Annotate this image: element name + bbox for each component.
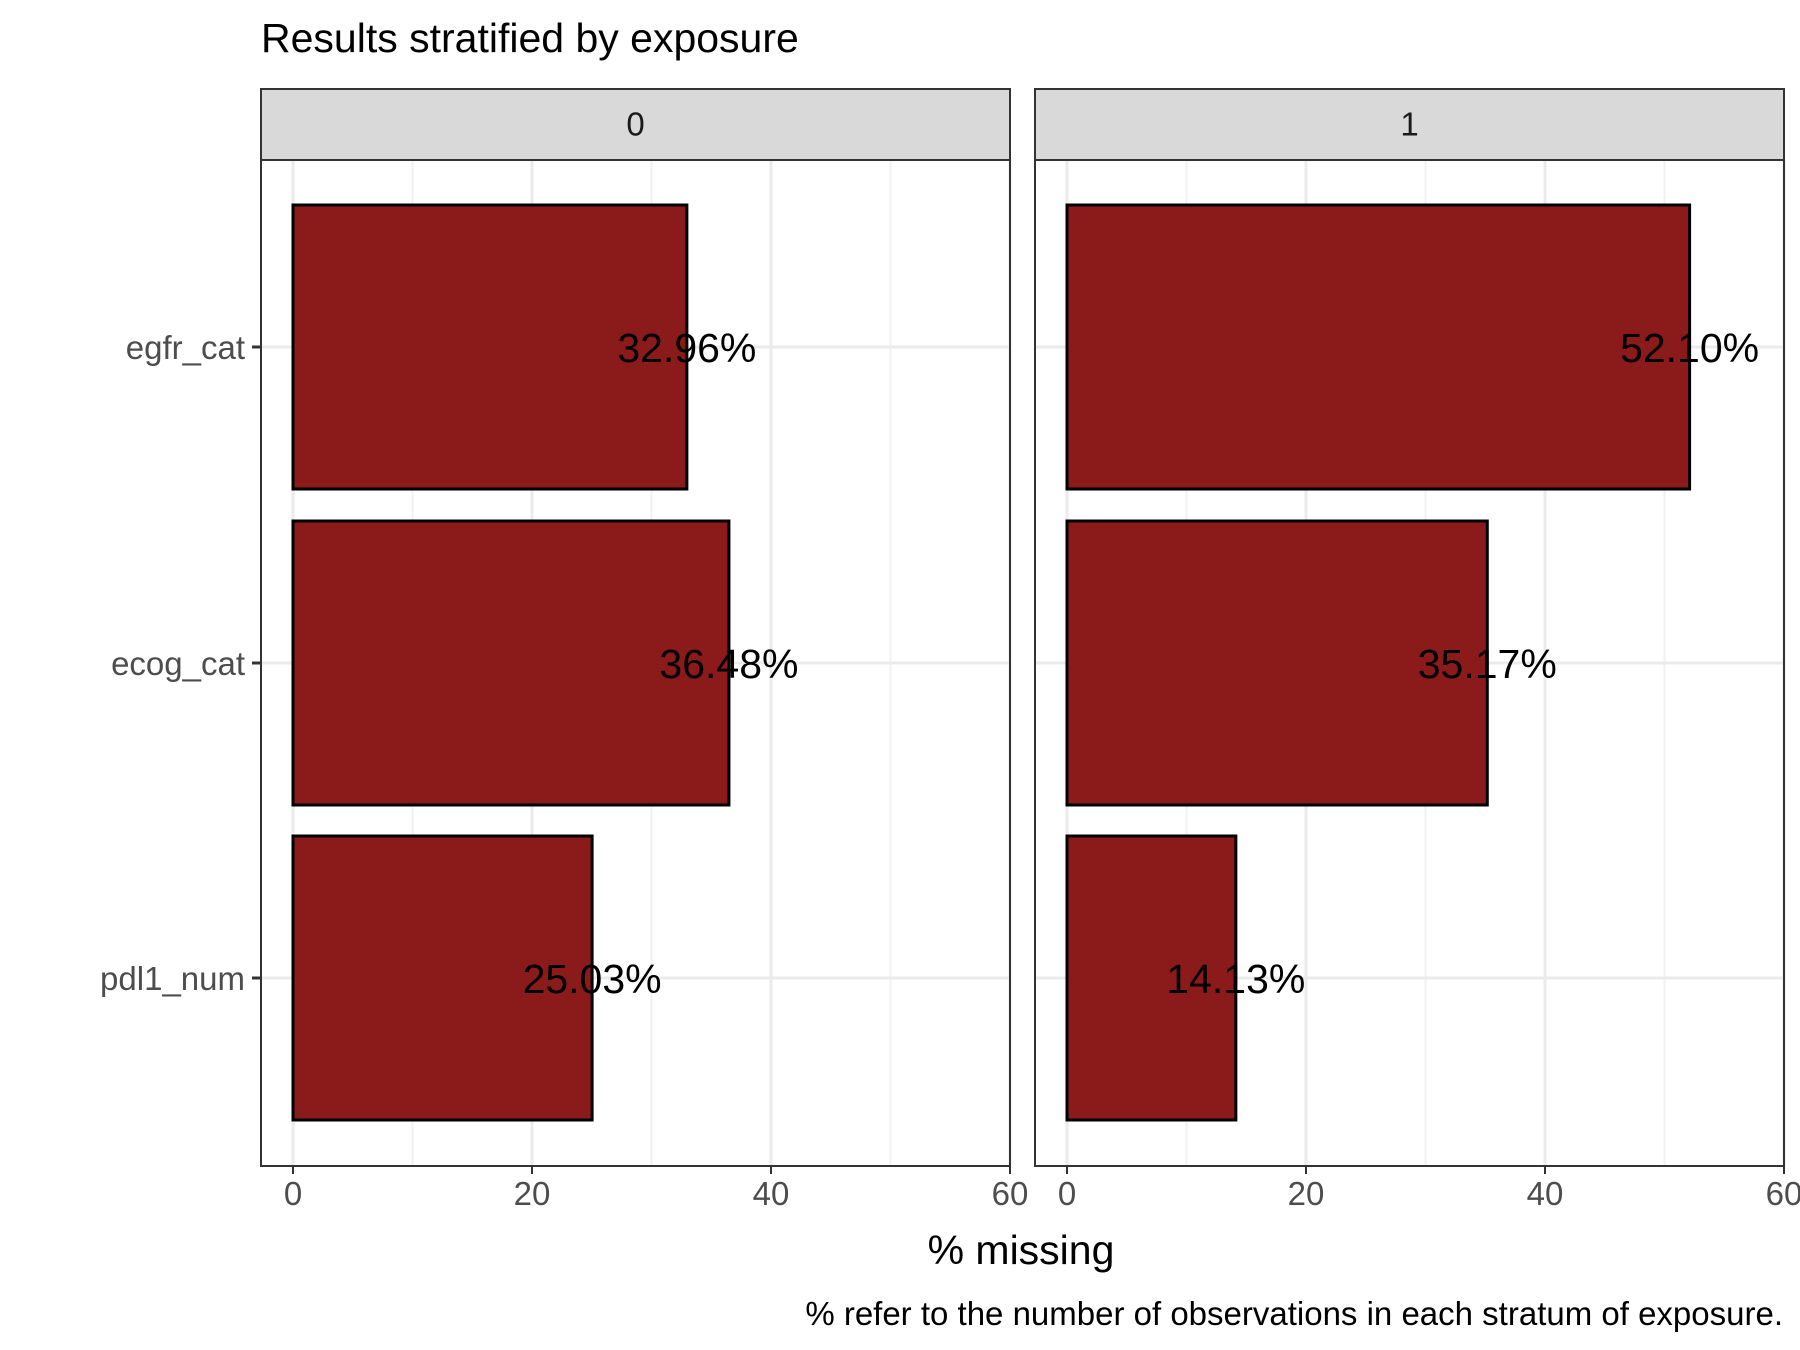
facets-group: 032.96%36.48%25.03%0 20 40 60152.10%35.17%1… <box>260 88 1800 1212</box>
data-label-pdl1_num-0: 25.03% <box>523 956 662 1002</box>
bar-egfr_cat-0 <box>291 203 689 491</box>
y-axis: egfr_cat ecog_cat pdl1_num <box>100 329 261 997</box>
data-label-pdl1_num-1: 14.13% <box>1166 956 1305 1002</box>
x-axis-title: % missing <box>928 1227 1115 1273</box>
x-tick-label: 40 <box>1527 1175 1564 1212</box>
facet-strip <box>1034 88 1785 161</box>
facet-strip-label: 1 <box>1400 106 1418 143</box>
data-label-egfr_cat-0: 32.96% <box>617 325 756 371</box>
facet-panel-1: 1 52.10% 35.17% 14.13% 0 20 40 60 <box>1034 88 1800 1212</box>
x-tick-label: 0 <box>1058 1175 1076 1212</box>
chart-caption: % refer to the number of observations in… <box>805 1295 1783 1332</box>
x-tick-label: 60 <box>992 1175 1029 1212</box>
data-label-egfr_cat-1: 52.10% <box>1620 325 1759 371</box>
data-label-ecog_cat-1: 35.17% <box>1418 641 1557 687</box>
bar-ecog_cat-0 <box>291 519 731 807</box>
x-tick-label: 20 <box>1288 1175 1325 1212</box>
bar-egfr_cat-1 <box>1065 203 1692 491</box>
bar-pdl1_num-1 <box>1065 834 1238 1122</box>
x-tick-label: 60 <box>1766 1175 1800 1212</box>
x-tick-label: 20 <box>514 1175 551 1212</box>
chart-title: Results stratified by exposure <box>261 15 799 61</box>
y-tick-label-pdl1_num: pdl1_num <box>100 960 245 997</box>
facet-panel-0: 0 32.96% 36.48% 25.03% 0 20 40 60 <box>260 88 1029 1212</box>
facet-strip-label: 0 <box>626 106 644 143</box>
data-label-ecog_cat-0: 36.48% <box>659 641 798 687</box>
bar-pdl1_num-0 <box>291 834 594 1122</box>
x-tick-label: 40 <box>753 1175 790 1212</box>
bar-ecog_cat-1 <box>1065 519 1489 807</box>
y-tick-label-egfr_cat: egfr_cat <box>126 329 245 366</box>
x-tick-label: 0 <box>284 1175 302 1212</box>
y-tick-label-ecog_cat: ecog_cat <box>111 645 245 682</box>
facet-strip <box>260 88 1011 161</box>
